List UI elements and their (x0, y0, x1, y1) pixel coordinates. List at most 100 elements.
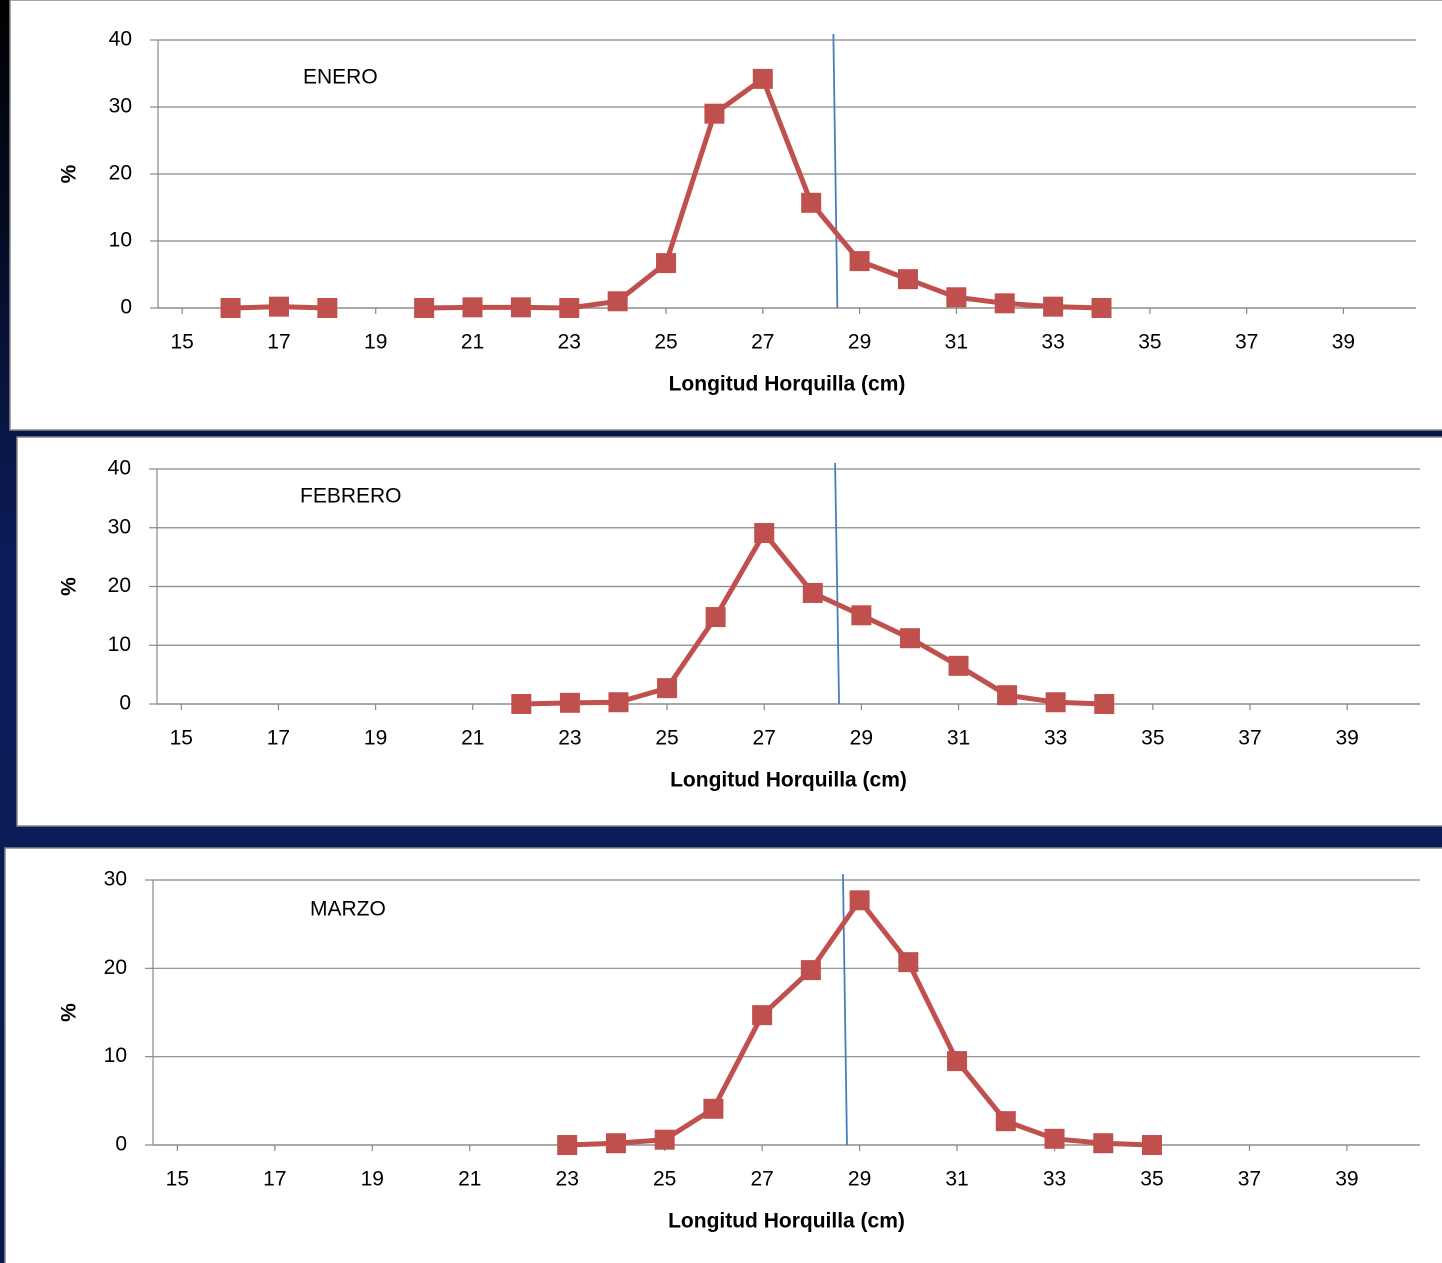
marker (656, 253, 677, 274)
marker (704, 103, 725, 124)
marker (802, 582, 823, 603)
x-tick-label: 33 (1043, 1168, 1066, 1191)
marker (607, 291, 628, 312)
marker (317, 298, 338, 318)
x-tick-label: 35 (1138, 331, 1161, 354)
x-tick-label: 29 (850, 727, 873, 750)
panel (4, 847, 1442, 1263)
marker (1094, 694, 1115, 714)
x-axis-title: Longitud Horquilla (cm) (668, 1210, 905, 1233)
x-tick-label: 39 (1332, 331, 1355, 354)
x-tick-label: 35 (1140, 1168, 1163, 1191)
x-tick-label: 33 (1041, 331, 1064, 354)
x-tick-label: 25 (654, 331, 677, 354)
marker (703, 1098, 724, 1119)
annotation: ENERO (303, 66, 378, 89)
x-tick-label: 37 (1238, 1168, 1261, 1191)
x-tick-label: 31 (945, 331, 968, 354)
x-tick-label: 17 (267, 331, 290, 354)
y-axis-title: % (58, 1003, 81, 1022)
x-tick-label: 31 (945, 1168, 968, 1191)
marker (705, 607, 726, 628)
y-tick-label: 20 (104, 956, 127, 979)
x-tick-label: 23 (556, 1168, 579, 1191)
x-tick-label: 33 (1044, 727, 1067, 750)
marker (268, 296, 289, 317)
x-tick-label: 15 (170, 727, 193, 750)
x-axis-title: Longitud Horquilla (cm) (669, 373, 906, 396)
marker (754, 523, 775, 544)
marker (851, 605, 872, 626)
x-tick-label: 15 (171, 331, 194, 354)
x-tick-label: 39 (1335, 1168, 1358, 1191)
y-tick-label: 20 (109, 162, 132, 185)
marker (947, 1051, 968, 1072)
x-tick-label: 19 (364, 727, 387, 750)
x-tick-label: 19 (361, 1168, 384, 1191)
marker (897, 269, 918, 290)
marker (946, 287, 967, 308)
marker (1043, 296, 1064, 317)
y-tick-label: 30 (108, 515, 131, 538)
x-tick-label: 21 (461, 727, 484, 750)
annotation: FEBRERO (300, 485, 402, 508)
annotation: MARZO (310, 898, 386, 921)
x-tick-label: 37 (1235, 331, 1258, 354)
y-tick-label: 0 (119, 692, 131, 715)
x-tick-label: 27 (750, 1168, 773, 1191)
x-tick-label: 25 (653, 1168, 676, 1191)
x-tick-label: 27 (751, 331, 774, 354)
marker (997, 685, 1018, 706)
marker (510, 297, 531, 318)
marker (800, 960, 821, 981)
marker (994, 293, 1015, 314)
marker (849, 251, 870, 272)
marker (657, 678, 678, 699)
y-axis-title: % (58, 577, 81, 596)
marker (752, 68, 773, 89)
x-tick-label: 19 (364, 331, 387, 354)
y-tick-label: 10 (109, 229, 132, 252)
x-tick-label: 31 (947, 727, 970, 750)
y-tick-label: 10 (108, 633, 131, 656)
marker (608, 692, 629, 713)
marker (511, 694, 532, 714)
x-tick-label: 29 (848, 1168, 871, 1191)
marker (462, 297, 483, 318)
x-tick-label: 21 (461, 331, 484, 354)
y-tick-label: 30 (104, 868, 127, 891)
marker (801, 192, 822, 213)
x-tick-label: 35 (1141, 727, 1164, 750)
y-tick-label: 0 (120, 296, 132, 319)
panel (9, 0, 1442, 431)
y-tick-label: 0 (115, 1133, 127, 1156)
marker (414, 298, 435, 318)
marker (898, 952, 919, 973)
x-tick-label: 17 (263, 1168, 286, 1191)
y-tick-label: 20 (108, 574, 131, 597)
marker (752, 1005, 773, 1026)
marker (849, 890, 870, 911)
y-tick-label: 30 (109, 95, 132, 118)
x-axis-title: Longitud Horquilla (cm) (670, 769, 907, 792)
marker (948, 655, 969, 676)
marker (1141, 1135, 1162, 1155)
x-tick-label: 15 (166, 1168, 189, 1191)
x-tick-label: 39 (1335, 727, 1358, 750)
y-tick-label: 10 (104, 1044, 127, 1067)
y-tick-label: 40 (109, 28, 132, 51)
marker (557, 1135, 578, 1155)
y-axis-title: % (58, 164, 81, 183)
x-tick-label: 25 (655, 727, 678, 750)
x-tick-label: 21 (458, 1168, 481, 1191)
panel (16, 436, 1442, 827)
x-tick-label: 37 (1238, 727, 1261, 750)
marker (1093, 1133, 1114, 1154)
reference-line (834, 462, 840, 705)
marker (220, 298, 241, 318)
marker (559, 298, 580, 318)
marker (654, 1129, 675, 1150)
marker (559, 692, 580, 713)
marker (1044, 1128, 1065, 1149)
